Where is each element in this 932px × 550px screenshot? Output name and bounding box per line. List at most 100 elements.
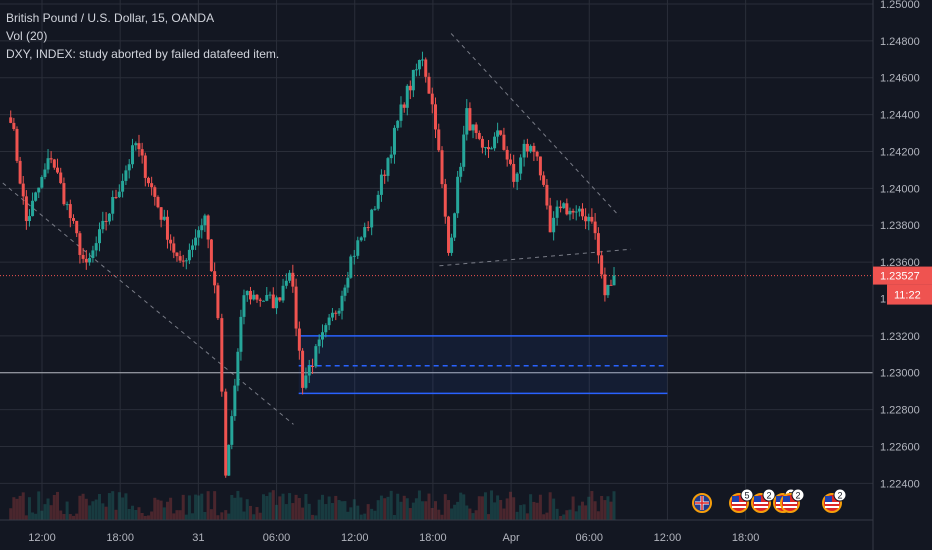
- volume-bar: [474, 510, 478, 520]
- event-badges[interactable]: 52522: [692, 488, 847, 513]
- volume-bar: [230, 494, 234, 520]
- candle-body: [340, 295, 344, 311]
- candle-body: [590, 216, 594, 222]
- candle-body: [124, 170, 128, 181]
- x-tick-label: Apr: [503, 532, 520, 544]
- candle-body: [443, 184, 447, 217]
- candle-body: [156, 196, 160, 208]
- event-count-bubble: [833, 488, 847, 502]
- volume-bar: [600, 495, 604, 520]
- volume-indicator-label[interactable]: Vol (20): [6, 29, 48, 43]
- candle-body: [88, 258, 92, 263]
- volume-bar: [538, 494, 542, 520]
- x-tick-label: 18:00: [106, 532, 134, 544]
- countdown-timer: 11:22: [894, 290, 921, 302]
- volume-bar: [252, 514, 256, 520]
- volume-bar: [565, 510, 569, 520]
- volume-bar: [408, 508, 412, 520]
- volume-bar: [59, 510, 63, 520]
- study-error-message: DXY, INDEX: study aborted by failed data…: [6, 47, 280, 61]
- volume-bar: [505, 498, 509, 520]
- candle-body: [24, 196, 28, 222]
- volume-bar: [603, 500, 607, 520]
- volume-bar: [465, 505, 469, 520]
- volume-bar: [609, 501, 613, 520]
- volume-bar: [571, 496, 575, 520]
- volume-bar: [184, 514, 188, 520]
- candle-body: [12, 122, 16, 130]
- candle-body: [81, 254, 85, 259]
- us-flag-icon[interactable]: 2: [751, 488, 776, 513]
- candle-body: [459, 166, 463, 177]
- volume-bar: [78, 495, 82, 520]
- y-tick-label: 1.23600: [880, 257, 920, 269]
- volume-bar: [496, 495, 500, 520]
- volume-bar: [248, 505, 252, 520]
- candle-body: [402, 104, 406, 108]
- candle-body: [311, 366, 315, 368]
- symbol-title[interactable]: British Pound / U.S. Dollar, 15, OANDA: [6, 11, 215, 25]
- candle-body: [490, 148, 494, 150]
- flag-stripe: [732, 506, 746, 508]
- candle-body: [27, 216, 31, 222]
- volume-bar: [450, 508, 454, 520]
- candle-body: [480, 138, 484, 148]
- us-flag-icon[interactable]: 2: [822, 488, 847, 513]
- volume-bar: [486, 514, 490, 520]
- volume-bar: [104, 506, 108, 520]
- candle-body: [9, 117, 13, 123]
- candle-body: [493, 136, 497, 149]
- volume-bar: [81, 493, 85, 520]
- uk-flag-icon[interactable]: [692, 493, 712, 513]
- volume-bar: [181, 494, 185, 520]
- candle-body: [31, 200, 35, 217]
- volume-bar: [121, 497, 125, 520]
- volume-bar: [311, 514, 315, 520]
- candle-body: [181, 260, 185, 262]
- y-tick-label: 1.23800: [880, 220, 920, 232]
- candle-body: [216, 285, 220, 319]
- volume-bar: [220, 512, 224, 520]
- candle-body: [545, 184, 549, 206]
- candle-body: [262, 300, 266, 302]
- candle-body: [330, 312, 334, 318]
- event-count: 2: [837, 491, 842, 501]
- trendline[interactable]: [450, 33, 620, 217]
- volume-bar: [37, 491, 41, 520]
- volume-bars: [9, 490, 616, 520]
- candle-body: [386, 158, 390, 176]
- volume-bar: [236, 490, 240, 520]
- range-box-fill[interactable]: [298, 335, 668, 394]
- candle-body: [114, 197, 118, 199]
- volume-bar: [156, 499, 160, 520]
- flag-stripe: [783, 502, 797, 504]
- candle-body: [389, 154, 393, 159]
- volume-bar: [490, 490, 494, 520]
- x-tick-label: 18:00: [732, 532, 760, 544]
- flag-stripe: [732, 502, 746, 504]
- us-flag-icon[interactable]: 2: [780, 488, 805, 513]
- volume-bar: [424, 501, 428, 520]
- volume-bar: [56, 491, 60, 520]
- candle-body: [477, 132, 481, 139]
- volume-bar: [574, 511, 578, 520]
- volume-bar: [405, 498, 409, 520]
- candle-body: [294, 286, 298, 329]
- candle-body: [104, 220, 108, 222]
- us-flag-icon[interactable]: 5: [729, 488, 754, 513]
- volume-bar: [327, 496, 331, 520]
- candle-body: [72, 218, 76, 221]
- candle-body: [552, 217, 556, 233]
- volume-bar: [402, 495, 406, 520]
- volume-bar: [440, 514, 444, 520]
- volume-bar: [72, 515, 76, 520]
- volume-bar: [172, 513, 176, 520]
- candle-body: [519, 157, 523, 174]
- volume-bar: [124, 493, 128, 520]
- volume-bar: [227, 513, 231, 520]
- volume-bar: [386, 496, 390, 520]
- candle-body: [577, 208, 581, 212]
- drawings[interactable]: [0, 33, 873, 425]
